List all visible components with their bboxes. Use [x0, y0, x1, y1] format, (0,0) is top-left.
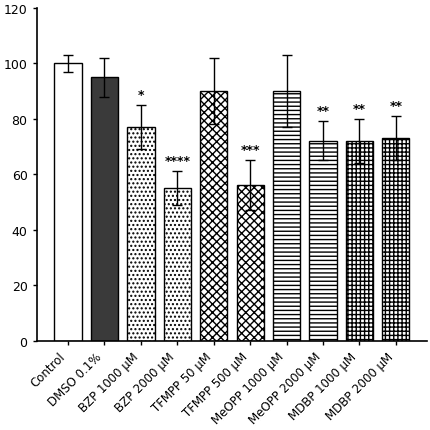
- Text: **: **: [316, 105, 329, 118]
- Text: ***: ***: [240, 144, 259, 157]
- Bar: [54, 64, 82, 341]
- Bar: [272, 92, 300, 341]
- Bar: [91, 78, 118, 341]
- Bar: [381, 139, 408, 341]
- Bar: [309, 141, 336, 341]
- Bar: [345, 141, 372, 341]
- Text: **: **: [388, 99, 401, 113]
- Bar: [127, 128, 154, 341]
- Text: **: **: [352, 102, 365, 115]
- Text: *: *: [137, 89, 144, 101]
- Bar: [200, 92, 227, 341]
- Bar: [163, 189, 190, 341]
- Bar: [236, 186, 263, 341]
- Text: ****: ****: [164, 155, 190, 168]
